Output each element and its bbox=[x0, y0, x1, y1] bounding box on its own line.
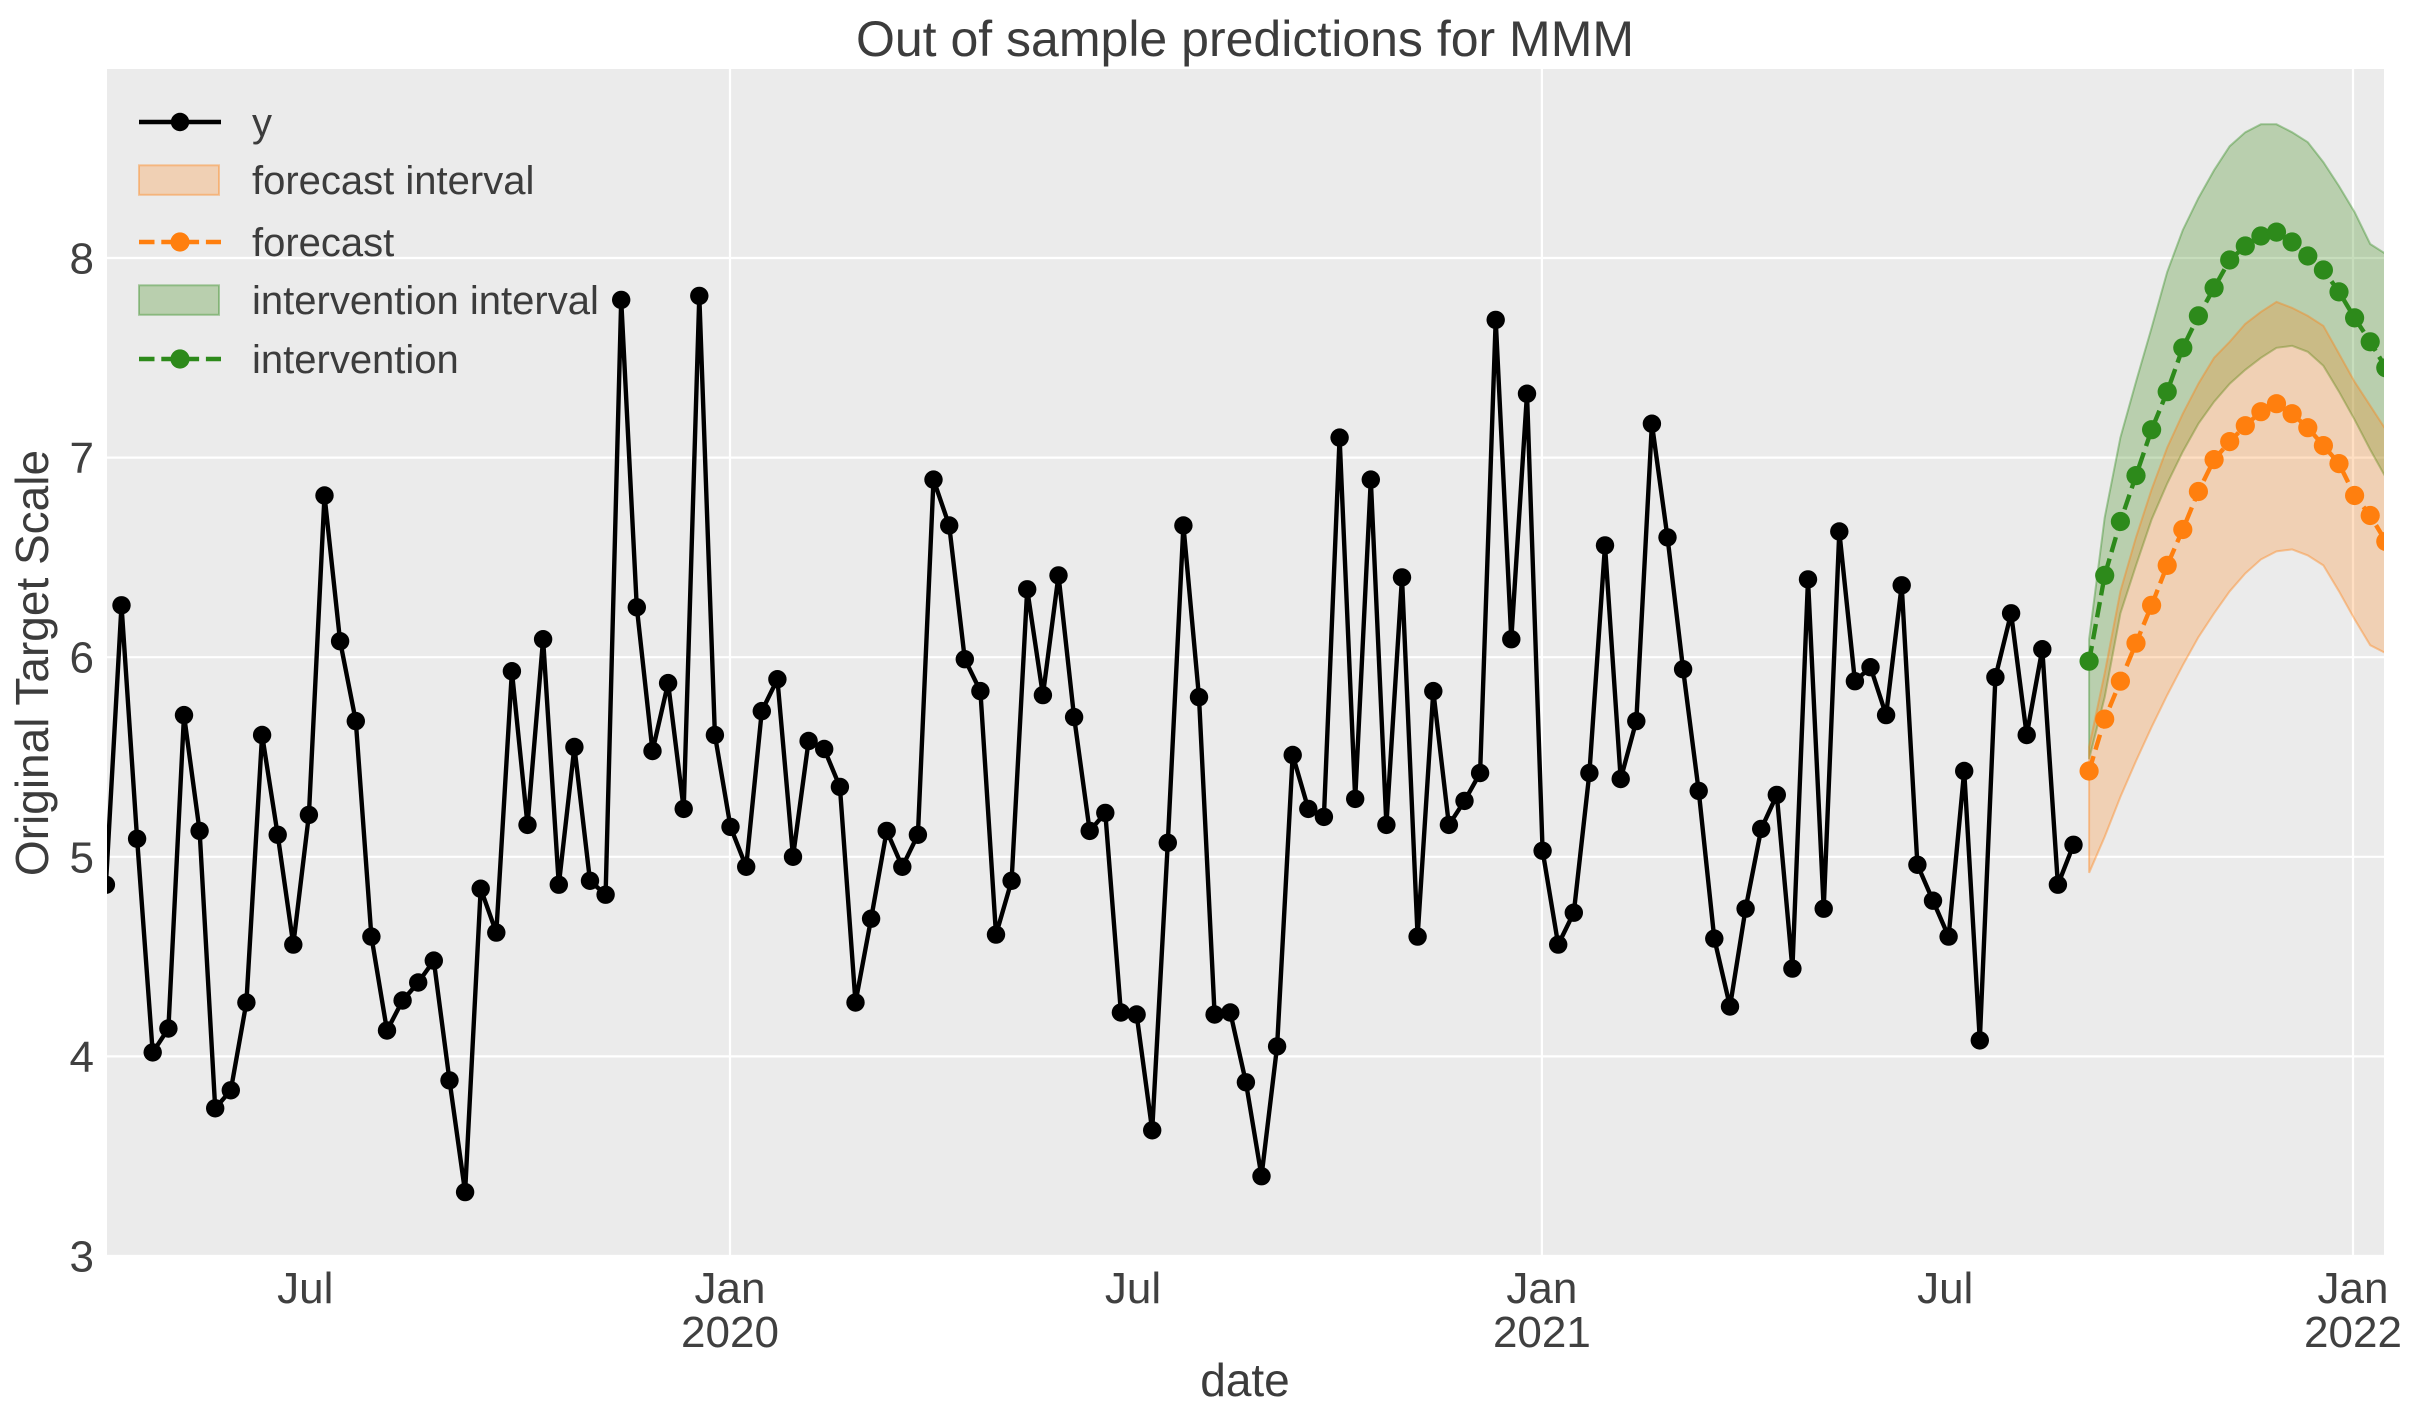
svg-text:Jul: Jul bbox=[1105, 1264, 1161, 1313]
svg-text:forecast: forecast bbox=[252, 221, 394, 265]
svg-text:Jan: Jan bbox=[695, 1264, 766, 1313]
svg-text:y: y bbox=[252, 101, 272, 145]
svg-text:Jul: Jul bbox=[1917, 1264, 1973, 1313]
svg-text:3: 3 bbox=[70, 1233, 94, 1282]
svg-text:Jan: Jan bbox=[1506, 1264, 1577, 1313]
svg-text:Original Target Scale: Original Target Scale bbox=[6, 450, 58, 876]
svg-text:intervention interval: intervention interval bbox=[252, 279, 599, 323]
svg-text:intervention: intervention bbox=[252, 338, 459, 382]
svg-text:4: 4 bbox=[70, 1033, 94, 1082]
svg-text:Jul: Jul bbox=[277, 1264, 333, 1313]
svg-text:5: 5 bbox=[70, 833, 94, 882]
svg-text:2020: 2020 bbox=[681, 1308, 779, 1357]
svg-text:Jan: Jan bbox=[2318, 1264, 2389, 1313]
svg-text:forecast interval: forecast interval bbox=[252, 159, 534, 203]
svg-text:date: date bbox=[1200, 1354, 1290, 1406]
svg-text:8: 8 bbox=[70, 235, 94, 284]
svg-text:7: 7 bbox=[70, 434, 94, 483]
svg-text:Out of sample predictions for: Out of sample predictions for MMM bbox=[856, 11, 1634, 67]
svg-text:2022: 2022 bbox=[2304, 1308, 2402, 1357]
svg-text:6: 6 bbox=[70, 634, 94, 683]
svg-text:2021: 2021 bbox=[1493, 1308, 1591, 1357]
